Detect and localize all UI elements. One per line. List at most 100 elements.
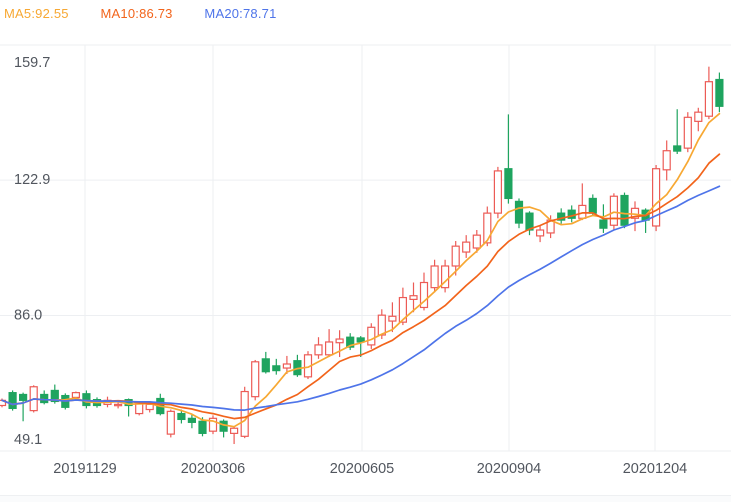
candle-down[interactable] (514, 198, 524, 229)
candle-body (50, 389, 59, 403)
candle-body (683, 116, 692, 149)
candle-body (535, 229, 545, 237)
candle-down[interactable] (620, 192, 629, 229)
candle-down[interactable] (187, 413, 196, 429)
candle-body (367, 326, 376, 346)
candle-up[interactable] (335, 330, 344, 358)
candle-down[interactable] (219, 419, 228, 438)
candle-up[interactable] (419, 272, 429, 311)
candle-body (694, 111, 703, 122)
candle-body (377, 314, 386, 336)
candle-down[interactable] (82, 390, 91, 409)
candle-body (166, 410, 175, 435)
candle-body (472, 234, 481, 249)
candle-body (599, 219, 608, 229)
candle-up[interactable] (662, 140, 671, 181)
candle-body (588, 197, 597, 214)
candle-up[interactable] (230, 426, 239, 445)
candle-up[interactable] (430, 259, 439, 293)
candle-body (578, 204, 587, 219)
candle-body (673, 145, 682, 152)
candle-body (82, 393, 91, 407)
x-axis-label: 20200904 (477, 461, 542, 477)
candle-body (398, 296, 407, 323)
candle-up[interactable] (493, 166, 502, 219)
candle-up[interactable] (325, 329, 334, 358)
candle-down[interactable] (8, 390, 17, 411)
x-axis-label: 20201204 (623, 461, 688, 477)
candle-up[interactable] (240, 386, 249, 439)
candle-body (620, 194, 629, 226)
candle-body (282, 363, 291, 369)
candle-down[interactable] (272, 358, 281, 375)
candle-down[interactable] (356, 336, 365, 358)
candle-body (409, 295, 418, 300)
x-axis-label: 20200605 (330, 461, 395, 477)
candle-down[interactable] (261, 351, 270, 374)
candle-up[interactable] (441, 259, 450, 293)
y-axis-label: 122.9 (14, 172, 50, 188)
candle-down[interactable] (715, 72, 724, 113)
candle-body (272, 365, 281, 372)
candle-body (8, 392, 17, 410)
candle-down[interactable] (19, 392, 28, 422)
x-axis-label: 20200306 (181, 461, 246, 477)
candle-up[interactable] (462, 235, 471, 258)
candle-body (325, 341, 334, 356)
candle-up[interactable] (472, 230, 481, 253)
y-axis-label: 49.1 (14, 432, 42, 448)
candle-down[interactable] (504, 114, 513, 204)
y-axis-label: 86.0 (14, 308, 42, 324)
bottom-panel-divider (0, 495, 731, 502)
candle-body (388, 315, 397, 322)
candle-up[interactable] (166, 409, 175, 438)
candle-down[interactable] (557, 208, 566, 224)
candle-body (493, 170, 502, 214)
candle-body (177, 412, 186, 421)
candle-up[interactable] (704, 66, 714, 120)
candle-up[interactable] (314, 337, 323, 359)
candle-up[interactable] (578, 183, 587, 221)
candle-body (557, 212, 566, 221)
candle-down[interactable] (525, 211, 534, 236)
candle-up[interactable] (282, 355, 291, 374)
candle-body (261, 358, 270, 373)
legend-ma5: MA5:92.55 (4, 6, 69, 21)
candle-down[interactable] (567, 205, 576, 223)
candle-down[interactable] (293, 354, 302, 377)
candle-body (346, 336, 355, 348)
candle-up[interactable] (388, 302, 397, 333)
candle-body (240, 390, 249, 437)
candle-up[interactable] (367, 323, 376, 349)
ma10-line (1, 153, 721, 420)
ma-legend: MA5:92.55 MA10:86.73 MA20:78.71 (4, 6, 305, 21)
candle-up[interactable] (535, 225, 545, 243)
candle-up[interactable] (251, 359, 260, 401)
candle-body (145, 403, 154, 411)
candle-up[interactable] (451, 241, 460, 276)
candle-up[interactable] (409, 282, 418, 313)
candle-up[interactable] (683, 112, 692, 153)
candle-body (356, 337, 365, 343)
candle-up[interactable] (208, 415, 218, 435)
candle-body (514, 200, 524, 224)
candle-up[interactable] (651, 165, 661, 232)
candle-body (40, 393, 49, 404)
candle-down[interactable] (673, 109, 682, 155)
candle-body (651, 168, 661, 227)
candle-up[interactable] (694, 107, 703, 132)
candle-body (662, 150, 671, 171)
candle-body (187, 417, 196, 423)
candle-down[interactable] (177, 409, 186, 424)
candle-body (335, 338, 344, 344)
candle-body (314, 344, 323, 356)
candle-body (483, 212, 492, 244)
candle-down[interactable] (40, 390, 49, 405)
y-axis-label: 159.7 (14, 55, 50, 71)
candle-body (19, 393, 28, 401)
ma20-line (1, 185, 721, 411)
candle-body (230, 427, 239, 434)
candle-down[interactable] (346, 333, 355, 351)
